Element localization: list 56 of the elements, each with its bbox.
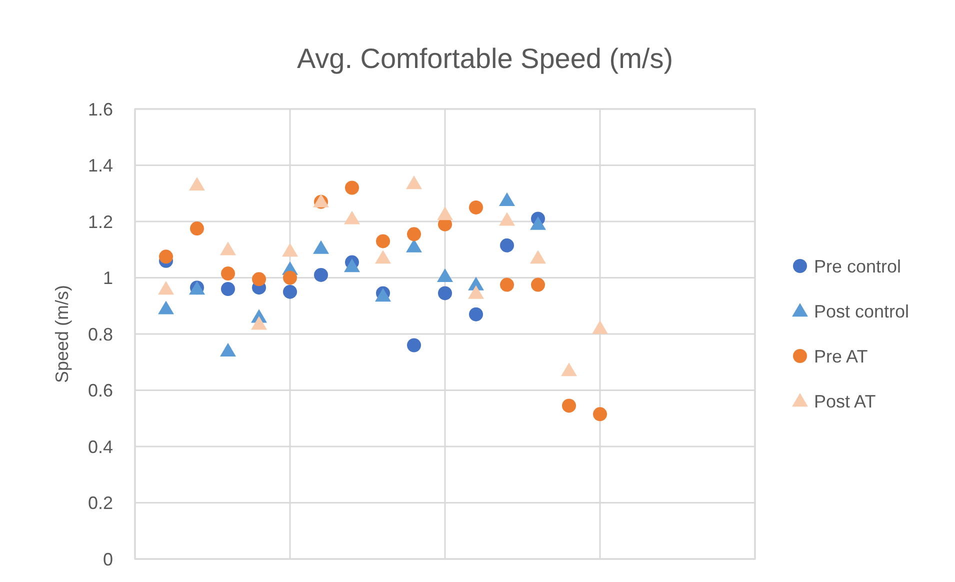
legend-label: Pre control [814, 256, 902, 276]
point [499, 192, 515, 206]
point [469, 307, 483, 322]
legend-label: Post AT [814, 391, 876, 412]
point [562, 398, 576, 413]
point [158, 300, 174, 314]
point [499, 212, 515, 226]
point [283, 284, 297, 299]
y-tick-label: 1 [102, 268, 113, 288]
point [313, 240, 329, 254]
point [375, 250, 391, 264]
point [344, 258, 360, 272]
point [283, 270, 297, 285]
point [344, 210, 360, 224]
point [282, 243, 298, 257]
point [252, 272, 266, 286]
point [221, 266, 235, 281]
point [438, 286, 452, 300]
point [190, 222, 204, 236]
y-tick-label: 0.2 [88, 493, 113, 514]
point [189, 176, 205, 191]
point [469, 200, 483, 214]
point [221, 282, 235, 296]
point [407, 338, 421, 352]
point [531, 278, 545, 292]
point [376, 234, 390, 248]
point [158, 281, 174, 295]
point [406, 176, 422, 190]
point [220, 242, 236, 256]
point [500, 238, 514, 252]
point [561, 362, 577, 376]
point [437, 268, 453, 282]
point [251, 316, 267, 330]
y-tick-label: 0 [102, 549, 113, 570]
point [530, 216, 546, 230]
chart-title: Avg. Comfortable Speed (m/s) [296, 43, 674, 74]
point [468, 285, 484, 299]
y-tick-label: 0.4 [88, 436, 113, 457]
y-axis-title: Speed (m/s) [52, 284, 72, 384]
y-tick-label: 1.2 [88, 212, 113, 232]
y-tick-label: 0.8 [88, 324, 113, 344]
point [437, 206, 453, 220]
y-tick-label: 1.4 [88, 156, 113, 176]
point [159, 250, 173, 264]
point [407, 227, 421, 242]
legend-label: Post control [814, 301, 910, 322]
y-tick-label: 1.6 [88, 99, 113, 120]
point [345, 180, 359, 195]
y-tick-label: 0.6 [88, 380, 113, 401]
legend-label: Pre AT [814, 346, 868, 366]
point [530, 250, 546, 264]
point [220, 342, 236, 356]
point [592, 320, 608, 334]
point [593, 407, 607, 422]
point [314, 268, 328, 282]
point [500, 278, 514, 292]
